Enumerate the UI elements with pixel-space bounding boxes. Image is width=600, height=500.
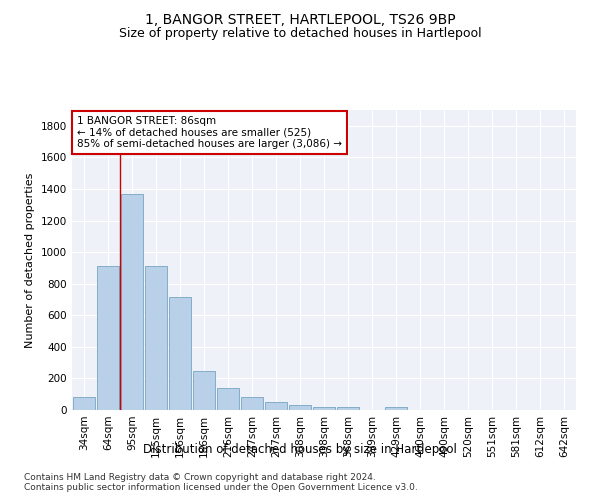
Bar bbox=[217, 388, 239, 410]
Text: Contains public sector information licensed under the Open Government Licence v3: Contains public sector information licen… bbox=[24, 484, 418, 492]
Y-axis label: Number of detached properties: Number of detached properties bbox=[25, 172, 35, 348]
Bar bbox=[97, 266, 119, 410]
Text: 1 BANGOR STREET: 86sqm
← 14% of detached houses are smaller (525)
85% of semi-de: 1 BANGOR STREET: 86sqm ← 14% of detached… bbox=[77, 116, 342, 149]
Bar bbox=[265, 402, 287, 410]
Bar bbox=[73, 398, 95, 410]
Bar bbox=[289, 406, 311, 410]
Bar bbox=[169, 297, 191, 410]
Bar bbox=[193, 372, 215, 410]
Bar bbox=[337, 407, 359, 410]
Bar bbox=[241, 396, 263, 410]
Text: Contains HM Land Registry data © Crown copyright and database right 2024.: Contains HM Land Registry data © Crown c… bbox=[24, 472, 376, 482]
Bar bbox=[121, 194, 143, 410]
Text: Distribution of detached houses by size in Hartlepool: Distribution of detached houses by size … bbox=[143, 442, 457, 456]
Text: 1, BANGOR STREET, HARTLEPOOL, TS26 9BP: 1, BANGOR STREET, HARTLEPOOL, TS26 9BP bbox=[145, 12, 455, 26]
Text: Size of property relative to detached houses in Hartlepool: Size of property relative to detached ho… bbox=[119, 28, 481, 40]
Bar bbox=[313, 407, 335, 410]
Bar bbox=[385, 407, 407, 410]
Bar bbox=[145, 266, 167, 410]
